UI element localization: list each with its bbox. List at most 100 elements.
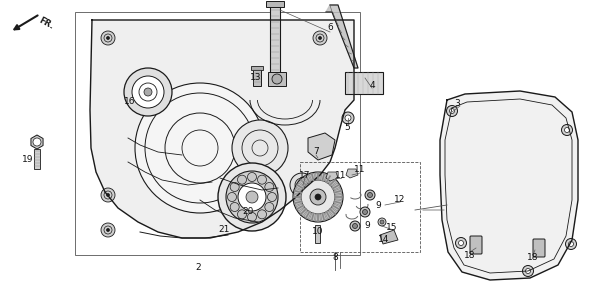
Text: 19: 19 [22,156,34,165]
Text: 7: 7 [313,147,319,157]
Text: 11: 11 [354,166,366,175]
Circle shape [447,105,457,116]
Circle shape [315,194,321,200]
Polygon shape [335,194,342,200]
Text: 10: 10 [312,228,324,237]
Circle shape [230,182,239,191]
Circle shape [295,178,309,192]
Polygon shape [294,200,302,206]
Circle shape [313,188,327,202]
Polygon shape [334,200,342,206]
Circle shape [107,228,110,231]
Polygon shape [304,211,311,219]
Polygon shape [294,194,301,200]
Circle shape [352,224,358,228]
Circle shape [107,36,110,39]
Circle shape [226,171,278,223]
Polygon shape [325,211,332,219]
Circle shape [565,238,576,250]
Circle shape [299,182,305,188]
Circle shape [101,188,115,202]
Text: 15: 15 [386,224,398,232]
Polygon shape [299,208,307,216]
Polygon shape [320,213,327,221]
Circle shape [313,31,327,45]
Circle shape [238,183,266,211]
Polygon shape [332,183,340,190]
Polygon shape [326,5,358,68]
Circle shape [368,193,372,197]
Circle shape [345,115,351,121]
Polygon shape [308,133,335,160]
Circle shape [247,213,257,222]
Circle shape [319,36,322,39]
Polygon shape [304,175,311,183]
Circle shape [232,120,288,176]
Circle shape [565,128,569,132]
Circle shape [562,125,572,135]
Circle shape [569,241,573,247]
Text: 3: 3 [454,98,460,107]
Polygon shape [380,230,398,244]
Circle shape [342,112,354,124]
Circle shape [144,88,152,96]
Bar [253,68,261,86]
Text: 2: 2 [195,263,201,272]
Polygon shape [329,208,337,216]
Circle shape [265,182,274,191]
Circle shape [360,207,370,217]
Text: 21: 21 [218,225,230,234]
Polygon shape [320,173,327,181]
Circle shape [101,223,115,237]
Text: 9: 9 [375,200,381,209]
Circle shape [132,76,164,108]
Circle shape [135,83,265,213]
Text: 11: 11 [335,170,347,179]
Text: 18: 18 [527,253,539,262]
Circle shape [257,175,267,184]
Circle shape [301,180,335,214]
Circle shape [455,237,467,249]
Text: 12: 12 [394,196,406,204]
Bar [75,12,360,255]
Circle shape [238,210,247,219]
Circle shape [107,194,110,197]
Text: 18: 18 [464,250,476,259]
Text: 9: 9 [364,221,370,229]
Text: 8: 8 [332,253,338,262]
Circle shape [33,138,41,146]
Circle shape [246,191,258,203]
Polygon shape [296,204,304,211]
Text: FR.: FR. [37,15,55,31]
Polygon shape [326,172,338,181]
Circle shape [228,193,237,201]
Polygon shape [299,178,307,186]
Circle shape [290,173,314,197]
Circle shape [450,108,454,113]
Circle shape [293,172,343,222]
Circle shape [218,163,286,231]
Circle shape [319,194,322,197]
Polygon shape [296,183,304,190]
Text: 16: 16 [124,98,136,107]
Circle shape [272,74,282,84]
Text: 5: 5 [344,123,350,132]
Circle shape [526,268,530,274]
Text: 13: 13 [250,73,262,82]
Circle shape [380,220,384,224]
Polygon shape [440,91,578,280]
Circle shape [378,218,386,226]
Bar [315,225,320,243]
Polygon shape [334,188,342,194]
Circle shape [458,240,464,246]
Circle shape [362,209,368,215]
Polygon shape [90,20,354,238]
Polygon shape [309,173,315,181]
Bar [34,149,40,169]
Circle shape [267,193,277,201]
Circle shape [310,189,326,205]
Circle shape [238,175,247,184]
Circle shape [124,68,172,116]
Circle shape [350,221,360,231]
Polygon shape [332,204,340,211]
